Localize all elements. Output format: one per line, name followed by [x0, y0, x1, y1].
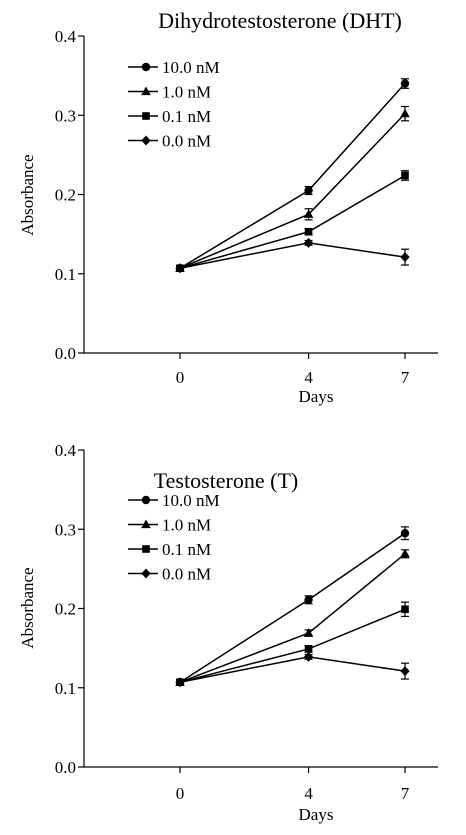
- data-point: [400, 548, 410, 558]
- legend-entry-2: 1.0 nM: [128, 83, 211, 102]
- legend-label: 1.0 nM: [162, 83, 211, 102]
- x-axis-label: Days: [299, 387, 334, 406]
- data-point: [400, 666, 410, 677]
- y-axis-label: Absorbance: [18, 567, 37, 648]
- series-3: [176, 601, 409, 687]
- series-line: [179, 608, 406, 683]
- legend-marker: [141, 495, 151, 505]
- legend-entry-3: 0.1 nM: [128, 107, 211, 126]
- data-point: [303, 628, 314, 637]
- series-4: [175, 651, 410, 688]
- chart-title: Testosterone (T): [154, 468, 298, 493]
- legend-label: 0.0 nM: [162, 132, 211, 151]
- y-tick-label: 0.1: [55, 265, 76, 284]
- data-point: [401, 171, 409, 180]
- x-tick-label: 0: [176, 368, 185, 387]
- legend-entry-2: 1.0 nM: [128, 516, 211, 535]
- legend-entry-4: 0.0 nM: [128, 132, 211, 151]
- data-point: [400, 108, 410, 118]
- data-point: [401, 605, 409, 614]
- x-tick-label: 7: [401, 368, 410, 387]
- chart-panel-2: Testosterone (T) 0.0 0.1 0.2 0.3 0.4 0 4 7 Days Ab…: [18, 441, 438, 824]
- chart-title: Dihydrotestosterone (DHT): [158, 8, 402, 33]
- data-point: [400, 252, 410, 263]
- legend-entry-4: 0.0 nM: [128, 565, 211, 584]
- x-axis-label: Days: [299, 805, 334, 824]
- series-4: [175, 237, 410, 274]
- y-tick-label: 0.3: [55, 520, 76, 539]
- legend-label: 1.0 nM: [162, 516, 211, 535]
- data-point: [303, 209, 314, 218]
- legend-marker: [142, 112, 150, 120]
- legend-marker: [141, 568, 151, 579]
- data-point: [400, 529, 410, 538]
- data-point: [304, 227, 313, 236]
- legend-marker: [141, 62, 151, 72]
- legend-label: 0.1 nM: [162, 540, 211, 559]
- chart-panel-1: Dihydrotestosterone (DHT) 0.0 0.1 0.2 0.3 0.4…: [18, 8, 438, 406]
- legend-entry-3: 0.1 nM: [128, 540, 211, 559]
- legend-marker: [142, 545, 150, 553]
- legend-entry-1: 10.0 nM: [128, 58, 220, 77]
- data-point: [303, 237, 314, 248]
- series-line: [179, 553, 406, 683]
- x-tick-label: 4: [304, 368, 313, 387]
- data-point: [304, 645, 313, 653]
- data-point: [175, 263, 185, 274]
- y-tick-label: 0.4: [55, 441, 77, 460]
- x-tick-label: 4: [304, 784, 313, 803]
- legend-label: 10.0 nM: [162, 491, 220, 510]
- data-point: [304, 186, 313, 195]
- legend-label: 0.1 nM: [162, 107, 211, 126]
- y-tick-label: 0.1: [55, 679, 76, 698]
- legend-entry-1: 10.0 nM: [128, 491, 220, 510]
- legend-label: 0.0 nM: [162, 565, 211, 584]
- x-tick-label: 0: [176, 784, 185, 803]
- y-tick-label: 0.2: [55, 600, 76, 619]
- data-point: [303, 651, 314, 662]
- legend-label: 10.0 nM: [162, 58, 220, 77]
- series-line: [179, 242, 406, 269]
- y-axis-label: Absorbance: [18, 154, 37, 235]
- series-line: [179, 83, 406, 269]
- legend-marker: [141, 135, 151, 146]
- legend-marker: [141, 86, 151, 96]
- x-tick-label: 7: [401, 784, 410, 803]
- data-point: [175, 677, 185, 688]
- y-tick-label: 0.0: [55, 344, 76, 363]
- legend-marker: [141, 519, 151, 529]
- y-tick-label: 0.3: [55, 106, 76, 125]
- series-line: [179, 113, 406, 269]
- data-point: [400, 79, 410, 88]
- y-tick-label: 0.0: [55, 758, 76, 777]
- y-tick-label: 0.2: [55, 186, 76, 205]
- data-point: [304, 595, 313, 604]
- y-tick-label: 0.4: [55, 27, 77, 46]
